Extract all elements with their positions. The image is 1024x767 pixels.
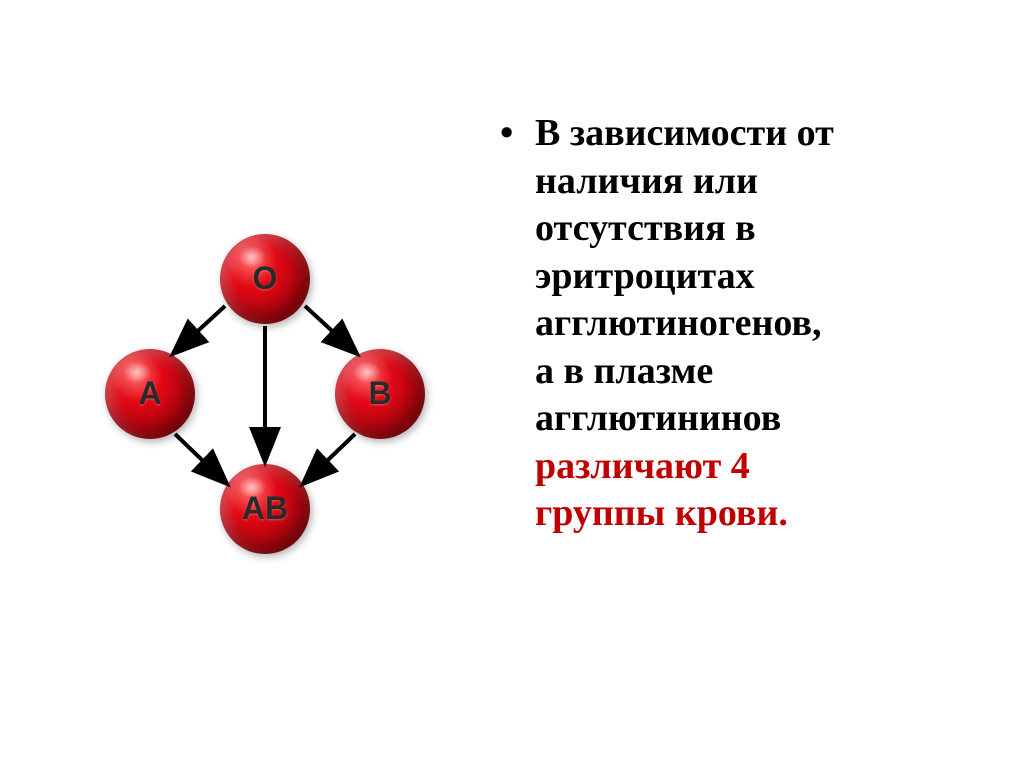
slide-container: O A B AB В зависимости от наличия или от… (0, 0, 1024, 767)
text-line-5: агглютиногенов, (535, 302, 821, 344)
text-line-7: агглютининов (535, 397, 781, 439)
text-line-6: а в плазме (535, 350, 713, 392)
cell-label-o: O (253, 260, 278, 297)
cell-label-ab: AB (242, 490, 288, 527)
cell-label-b: B (368, 375, 391, 412)
diagram-area: O A B AB (40, 60, 490, 727)
cell-label-a: A (138, 375, 161, 412)
text-line-8: различают 4 (535, 445, 750, 487)
text-line-9: группы крови. (535, 492, 788, 534)
text-line-4: эритроцитах (535, 255, 755, 297)
text-line-2: наличия или (535, 160, 758, 202)
text-area: В зависимости от наличия или отсутствия … (490, 60, 984, 727)
text-line-3: отсутствия в (535, 207, 756, 249)
blood-type-diagram: O A B AB (105, 234, 425, 554)
main-text: В зависимости от наличия или отсутствия … (500, 110, 984, 538)
text-line-1: В зависимости от (535, 112, 834, 154)
